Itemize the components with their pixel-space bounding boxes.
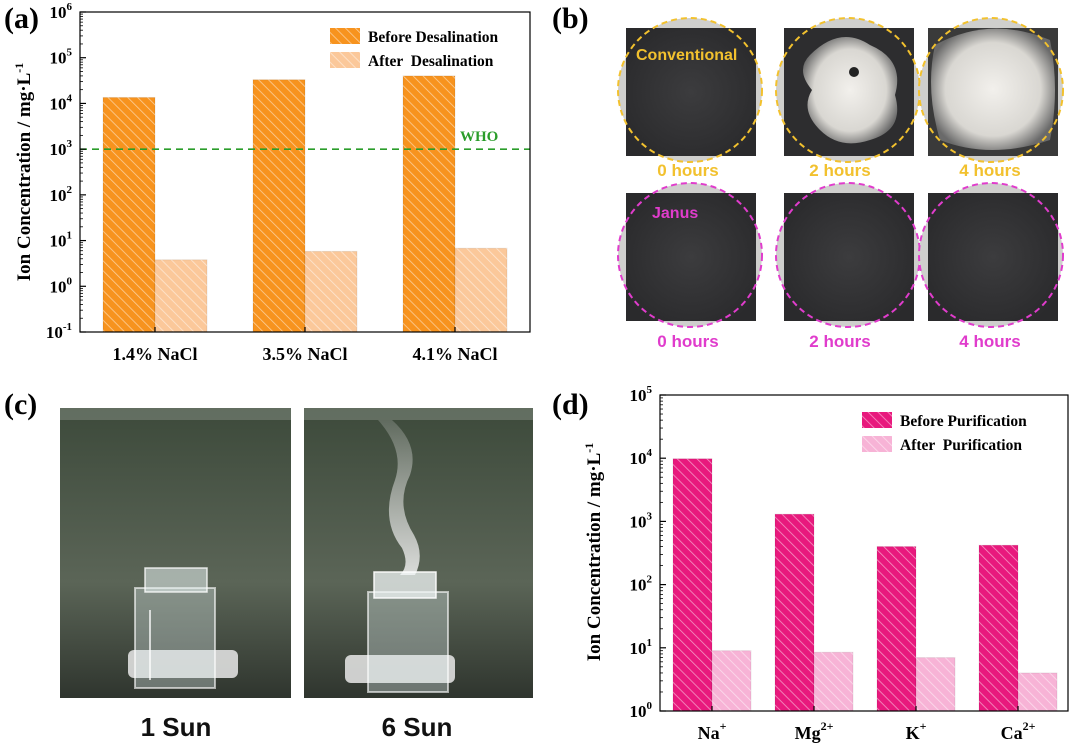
photo-janus-0h bbox=[617, 182, 763, 328]
y-tick-label: 103 bbox=[630, 510, 653, 531]
bar-hatch bbox=[1018, 672, 1057, 711]
label-janus: Janus bbox=[652, 205, 698, 222]
y-tick-label: 105 bbox=[630, 384, 653, 405]
y-tick-label: 106 bbox=[50, 1, 73, 22]
bar-hatch bbox=[712, 650, 751, 711]
legend-label: Before Purification bbox=[900, 413, 1027, 430]
chart-d-legend: Before Purification After Purification bbox=[862, 412, 1027, 454]
bar-hatch bbox=[455, 248, 507, 332]
caption-conventional-0h: 0 hours bbox=[657, 161, 718, 180]
chart-a: WHO 10-1 100 101 102 103 104 105 106 1.4% NaCl 3… bbox=[12, 1, 531, 364]
legend-label: After Purification bbox=[900, 437, 1022, 454]
y-tick-label: 101 bbox=[50, 230, 73, 251]
chart-a-x-ticks: 1.4% NaCl 3.5% NaCl 4.1% NaCl bbox=[113, 327, 498, 364]
chart-d-x-ticks: Na+ Mg2+ K+ Ca2+ bbox=[698, 706, 1036, 743]
y-tick-label: 104 bbox=[50, 92, 73, 113]
legend-swatch-hatch bbox=[330, 28, 360, 44]
x-tick-label: K+ bbox=[906, 719, 927, 743]
panel-label-b: (b) bbox=[552, 2, 589, 35]
photo-6-sun bbox=[304, 408, 533, 698]
chart-d: 100 101 102 103 104 105 Na+ Mg2+ K+ Ca2+ Ion Con… bbox=[582, 384, 1069, 743]
y-tick-label: 100 bbox=[630, 700, 653, 721]
y-tick-label: 10-1 bbox=[46, 321, 72, 342]
bar-hatch bbox=[155, 259, 207, 332]
x-tick-label: 1.4% NaCl bbox=[113, 344, 198, 364]
x-tick-label: Na+ bbox=[698, 719, 727, 743]
photo-1-sun bbox=[60, 408, 291, 698]
legend-swatch-hatch bbox=[862, 436, 892, 452]
chart-d-bars bbox=[672, 458, 1058, 712]
who-label: WHO bbox=[460, 129, 498, 145]
bar-hatch bbox=[673, 458, 712, 711]
bar-hatch bbox=[305, 251, 357, 332]
panel-label-d: (d) bbox=[552, 388, 589, 421]
caption-conventional-2h: 2 hours bbox=[809, 161, 870, 180]
chart-d-y-axis-label: Ion Concentration / mg·L-1 bbox=[582, 443, 605, 661]
bar-hatch bbox=[814, 652, 853, 711]
caption-janus-0h: 0 hours bbox=[657, 332, 718, 351]
caption-janus-2h: 2 hours bbox=[809, 332, 870, 351]
legend-label: Before Desalination bbox=[368, 29, 499, 46]
y-tick-label: 102 bbox=[50, 184, 73, 205]
legend-swatch-hatch bbox=[330, 52, 360, 68]
chart-a-legend: Before Desalination After Desalination bbox=[330, 28, 499, 70]
bar-hatch bbox=[103, 97, 155, 332]
caption-conventional-4h: 4 hours bbox=[959, 161, 1020, 180]
x-tick-label: 3.5% NaCl bbox=[263, 344, 348, 364]
caption-1-sun: 1 Sun bbox=[141, 712, 212, 742]
photo-grid-b: Conventional Janus 0 hours 2 hours 4 hou… bbox=[617, 17, 1064, 351]
bar-hatch bbox=[979, 545, 1018, 711]
y-tick-label: 103 bbox=[50, 138, 73, 159]
photo-conventional-4h bbox=[918, 17, 1064, 163]
y-tick-label: 101 bbox=[630, 637, 653, 658]
y-tick-label: 100 bbox=[50, 275, 73, 296]
bar-hatch bbox=[916, 657, 955, 711]
bar-hatch bbox=[403, 75, 455, 333]
x-tick-label: 4.1% NaCl bbox=[413, 344, 498, 364]
bar-hatch bbox=[775, 514, 814, 711]
chart-a-y-ticks: 10-1 100 101 102 103 104 105 106 bbox=[46, 1, 86, 342]
x-tick-label: Ca2+ bbox=[1001, 719, 1036, 743]
chart-d-frame bbox=[659, 394, 1069, 712]
watermark-text: 大数跨境 bbox=[6, 714, 90, 738]
chart-a-bars bbox=[102, 75, 508, 333]
bar-hatch bbox=[877, 546, 916, 711]
chart-d-y-ticks: 100 101 102 103 104 105 bbox=[630, 384, 666, 721]
panel-label-c: (c) bbox=[4, 388, 38, 421]
panel-label-a: (a) bbox=[4, 2, 39, 35]
photo-pair-c: 1 Sun 6 Sun bbox=[60, 408, 533, 742]
photo-janus-2h bbox=[775, 182, 921, 328]
label-conventional: Conventional bbox=[636, 47, 737, 64]
caption-janus-4h: 4 hours bbox=[959, 332, 1020, 351]
photo-janus-4h bbox=[918, 182, 1064, 328]
caption-6-sun: 6 Sun bbox=[382, 712, 453, 742]
y-tick-label: 104 bbox=[630, 447, 653, 468]
photo-conventional-0h bbox=[617, 17, 763, 163]
photo-conventional-2h bbox=[775, 17, 921, 163]
x-tick-label: Mg2+ bbox=[795, 719, 834, 743]
legend-label: After Desalination bbox=[368, 53, 494, 70]
bar-hatch bbox=[253, 79, 305, 333]
y-tick-label: 105 bbox=[50, 47, 73, 68]
chart-a-y-axis-label: Ion Concentration / mg·L-1 bbox=[12, 63, 35, 281]
y-tick-label: 102 bbox=[630, 574, 653, 595]
legend-swatch-hatch bbox=[862, 412, 892, 428]
